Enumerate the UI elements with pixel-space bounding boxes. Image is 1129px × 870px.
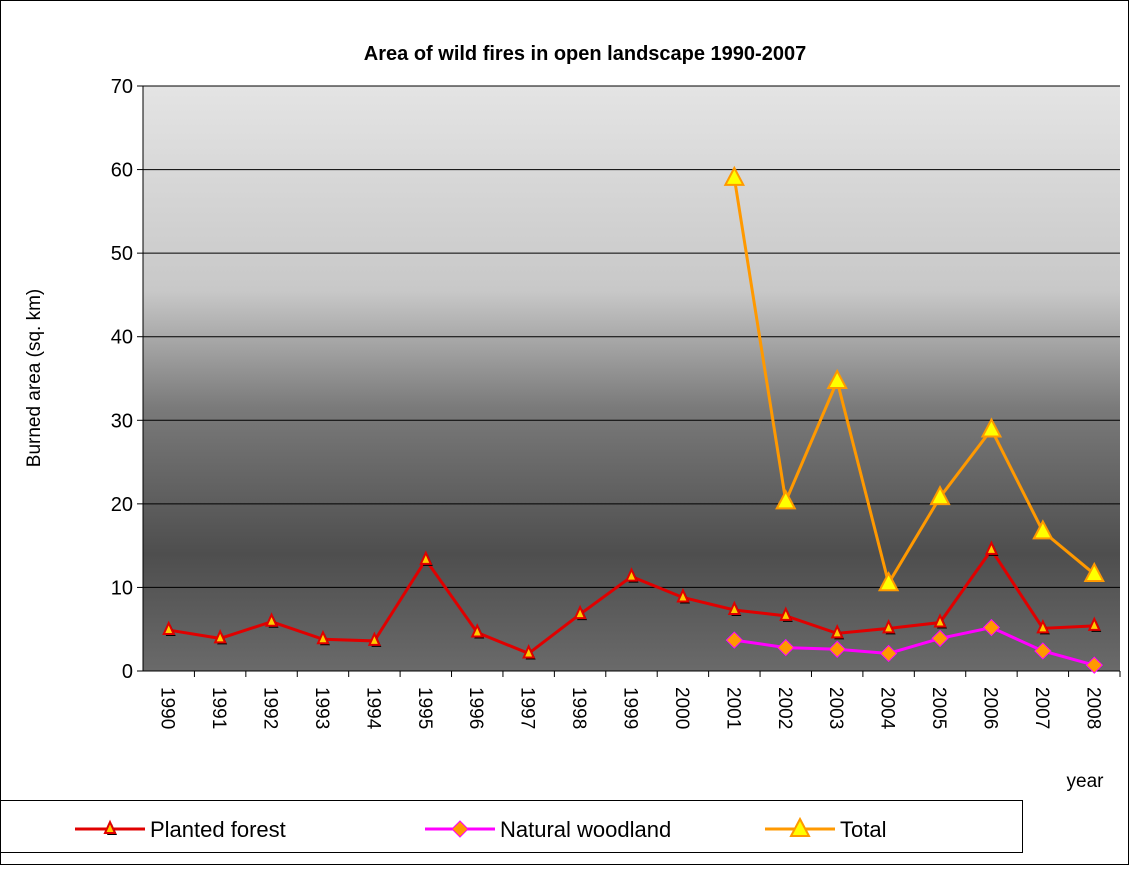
- marker: [367, 631, 381, 646]
- marker: [980, 417, 1003, 438]
- marker: [929, 485, 951, 506]
- y-tick-label: 40: [111, 327, 133, 349]
- legend-marker: [103, 819, 117, 834]
- y-tick-label: 20: [111, 494, 133, 516]
- x-tick-label: 1995: [414, 687, 435, 729]
- marker: [676, 588, 690, 603]
- x-tick-label: 2003: [825, 687, 846, 729]
- marker: [1087, 616, 1101, 631]
- marker: [624, 567, 639, 582]
- x-tick-label: 2001: [722, 687, 743, 729]
- marker: [1085, 656, 1103, 674]
- x-tick-label: 1994: [362, 687, 383, 730]
- x-tick-label: 2006: [979, 687, 1000, 729]
- y-tick-label: 30: [111, 410, 133, 432]
- y-tick-label: 10: [111, 577, 133, 599]
- series-line: [732, 177, 1096, 588]
- x-tick-label: 1999: [620, 687, 641, 729]
- legend-marker: [451, 820, 469, 838]
- marker: [877, 571, 900, 592]
- x-tick-label: 2007: [1031, 687, 1052, 729]
- x-tick-label: 1990: [157, 687, 178, 729]
- marker: [984, 540, 999, 555]
- y-tick-label: 0: [122, 661, 133, 683]
- marker: [933, 613, 947, 628]
- marker: [723, 165, 746, 186]
- marker: [522, 644, 536, 659]
- marker: [162, 620, 176, 636]
- x-tick-label: 1993: [311, 687, 332, 729]
- marker: [419, 550, 433, 565]
- marker: [931, 629, 949, 648]
- y-tick-label: 50: [111, 243, 133, 265]
- marker: [826, 368, 848, 390]
- x-tick-label: 1997: [517, 687, 538, 729]
- marker: [779, 606, 793, 621]
- marker: [982, 618, 1001, 637]
- x-tick-label: 2000: [671, 687, 692, 729]
- marker: [1034, 642, 1052, 660]
- y-tick-label: 60: [111, 160, 133, 182]
- series-line: [734, 625, 1095, 667]
- marker: [1036, 618, 1050, 634]
- marker: [725, 631, 744, 649]
- legend-marker: [789, 816, 811, 837]
- marker: [264, 612, 279, 627]
- y-axis-title: Burned area (sq. km): [24, 289, 45, 467]
- marker: [316, 629, 330, 645]
- legend-label: Planted forest: [150, 817, 286, 842]
- marker: [727, 600, 741, 615]
- marker: [1083, 561, 1105, 583]
- y-tick-label: 70: [111, 76, 133, 98]
- x-tick-label: 2002: [774, 687, 795, 729]
- marker: [830, 623, 844, 639]
- x-tick-label: 2008: [1082, 687, 1103, 729]
- marker: [777, 638, 795, 657]
- x-tick-label: 1998: [568, 687, 589, 729]
- marker: [882, 618, 896, 634]
- marker: [775, 489, 797, 510]
- chart-title: Area of wild fires in open landscape 199…: [364, 43, 806, 65]
- marker: [470, 623, 484, 638]
- marker: [1032, 519, 1054, 540]
- x-tick-label: 1992: [260, 687, 281, 729]
- x-tick-label: 2005: [928, 687, 949, 729]
- x-axis-title: year: [1067, 771, 1105, 792]
- marker: [828, 640, 846, 658]
- plot-background: [143, 86, 1120, 671]
- legend-label: Natural woodland: [500, 817, 671, 842]
- marker: [879, 644, 898, 663]
- x-tick-label: 2004: [877, 687, 898, 730]
- marker: [213, 628, 227, 644]
- legend-label: Total: [840, 817, 886, 842]
- legend: [0, 800, 1023, 853]
- x-tick-label: 1991: [208, 687, 229, 729]
- x-tick-label: 1996: [465, 687, 486, 729]
- marker: [573, 604, 587, 620]
